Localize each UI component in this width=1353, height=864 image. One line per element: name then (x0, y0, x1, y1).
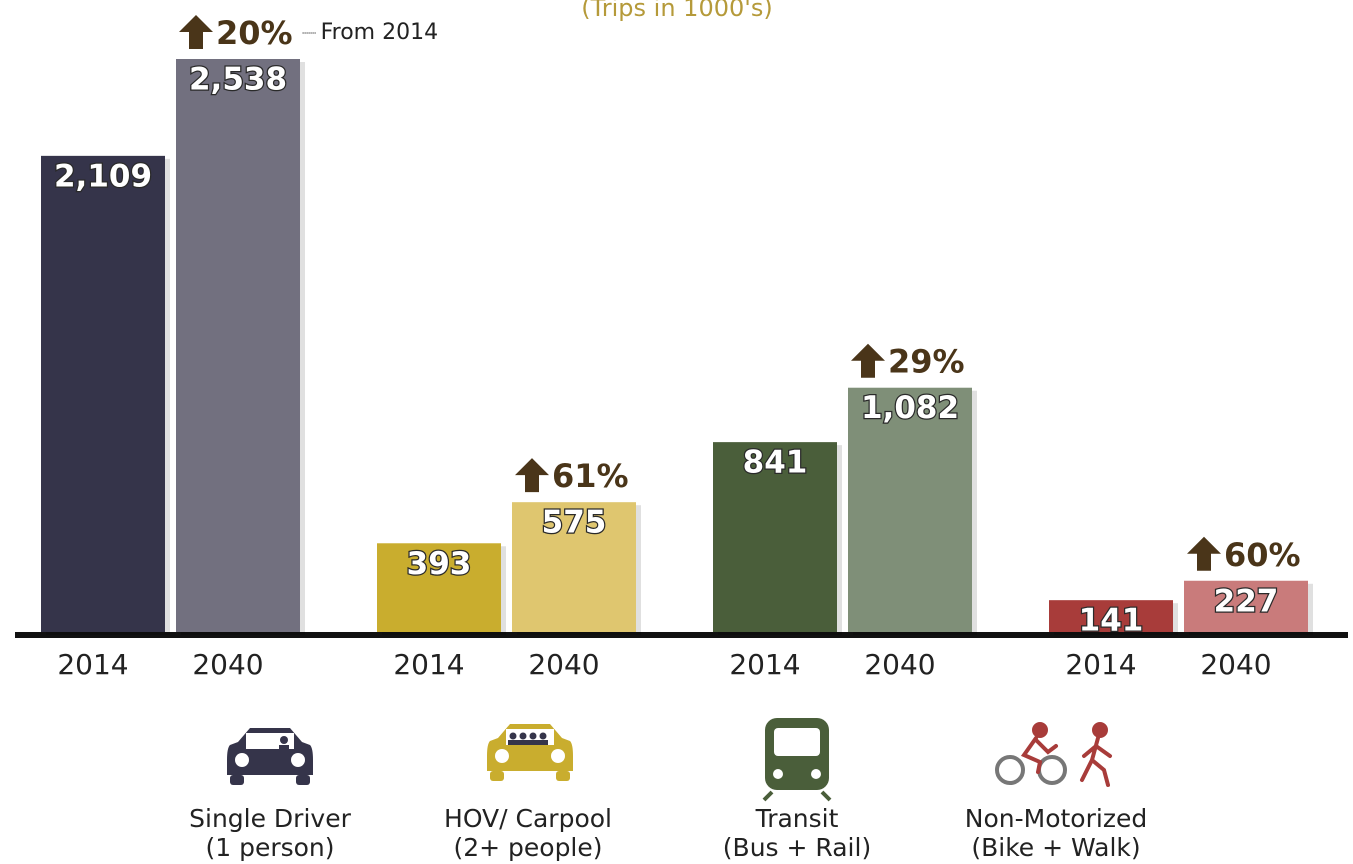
change-arrow (515, 458, 549, 493)
change-arrow (851, 343, 885, 378)
category-sublabel: (Bike + Walk) (971, 833, 1140, 862)
carpool-icon (487, 724, 573, 781)
category-sublabel: (2+ people) (453, 833, 602, 862)
x-tick-label: 2040 (528, 648, 599, 681)
change-label: 61% (552, 457, 629, 495)
bar (713, 442, 837, 632)
category-label: Transit (755, 804, 839, 833)
change-arrow (1187, 536, 1221, 571)
category-label: Non-Motorized (965, 804, 1147, 833)
bar (176, 59, 300, 632)
bar (848, 387, 972, 632)
x-tick-label: 2040 (864, 648, 935, 681)
change-label: 29% (888, 343, 965, 381)
value-label: 227 (1214, 583, 1279, 619)
value-label: 2,109 (54, 158, 152, 194)
category-sublabel: (1 person) (205, 833, 334, 862)
bar (377, 543, 501, 632)
category-label: Single Driver (189, 804, 351, 833)
train-icon (762, 718, 832, 802)
category-sublabel: (Bus + Rail) (723, 833, 871, 862)
x-tick-label: 2040 (192, 648, 263, 681)
bike-walk-icon (995, 722, 1112, 787)
change-label: 20% (216, 14, 293, 52)
x-tick-label: 2014 (57, 648, 128, 681)
chart-subtitle: (Trips in 1000's) (581, 0, 772, 22)
value-label: 1,082 (861, 390, 959, 426)
value-label: 841 (743, 445, 808, 481)
x-tick-label: 2014 (393, 648, 464, 681)
bar (1184, 580, 1308, 632)
value-label: 141 (1079, 603, 1144, 639)
value-label: 393 (407, 546, 472, 582)
bar (1049, 600, 1173, 632)
bar (41, 155, 165, 632)
car-icon (227, 728, 313, 785)
value-label: 575 (542, 505, 607, 541)
x-tick-label: 2014 (729, 648, 800, 681)
change-note: From 2014 (321, 20, 439, 45)
x-tick-label: 2014 (1065, 648, 1136, 681)
value-label: 2,538 (189, 62, 287, 98)
change-arrow (179, 15, 213, 49)
bar (512, 502, 636, 632)
category-label: HOV/ Carpool (444, 804, 612, 833)
change-label: 60% (1224, 536, 1301, 574)
x-tick-label: 2040 (1200, 648, 1271, 681)
